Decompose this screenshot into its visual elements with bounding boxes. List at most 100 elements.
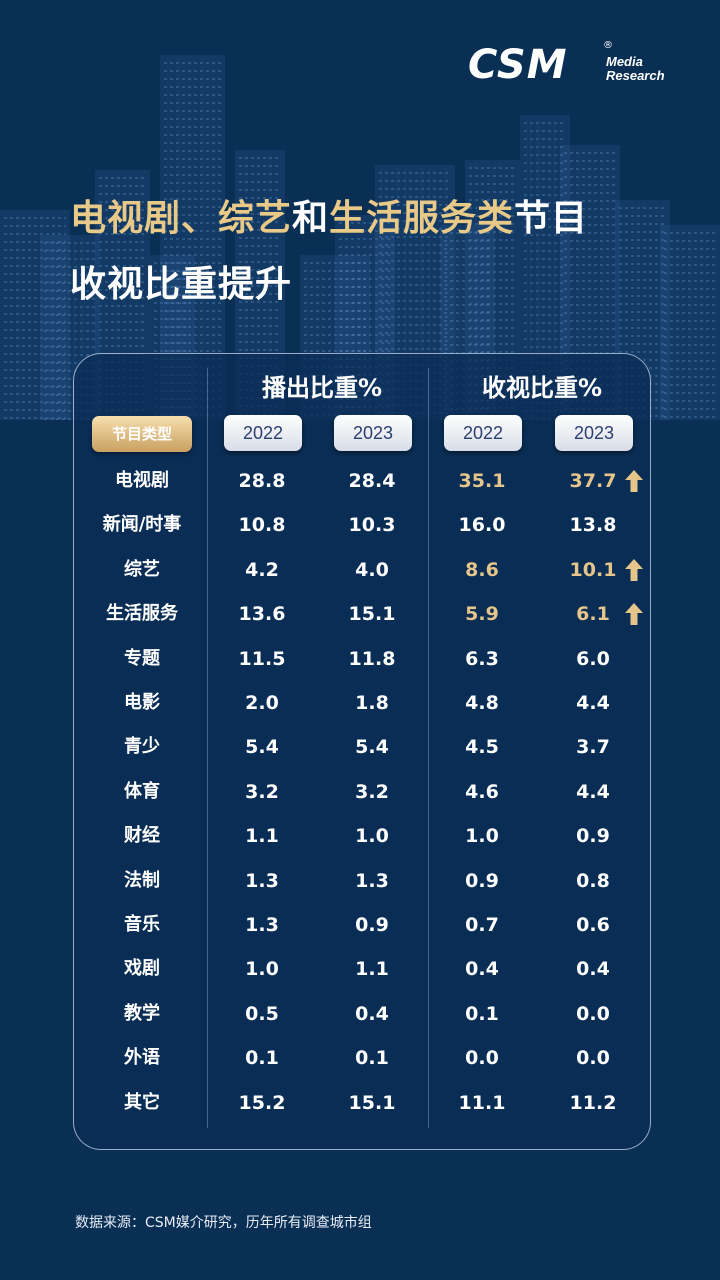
table-row: 财经 1.1 1.0 1.0 0.9 bbox=[0, 821, 720, 865]
year-chip-viewing-2023: 2023 bbox=[555, 415, 633, 451]
category-label: 法制 bbox=[124, 869, 160, 891]
value-cell: 1.0 bbox=[245, 958, 279, 981]
table-row: 戏剧 1.0 1.1 0.4 0.4 bbox=[0, 954, 720, 998]
year-chip-viewing-2022: 2022 bbox=[444, 415, 522, 451]
category-label: 教学 bbox=[124, 1002, 160, 1024]
value-cell: 0.7 bbox=[465, 914, 499, 936]
value-cell: 15.2 bbox=[238, 1091, 286, 1114]
data-table-panel bbox=[73, 353, 651, 1150]
value-cell: 1.3 bbox=[245, 869, 279, 892]
value-cell: 28.8 bbox=[238, 470, 286, 492]
value-cell: 1.3 bbox=[245, 914, 279, 936]
program-type-label: 节目类型 bbox=[92, 416, 192, 452]
value-cell: 16.0 bbox=[458, 514, 506, 537]
value-cell: 11.1 bbox=[458, 1091, 506, 1114]
page-title-line-2: 收视比重提升 bbox=[70, 264, 293, 305]
logo-research: Research bbox=[606, 68, 665, 83]
table-row: 生活服务 13.6 15.1 5.9 6.1 bbox=[0, 599, 720, 643]
title-segment: 电视剧、综艺 bbox=[70, 198, 293, 239]
title-segment: 节目 bbox=[514, 198, 589, 239]
value-cell: 28.4 bbox=[348, 470, 396, 492]
value-cell: 0.4 bbox=[576, 958, 610, 981]
table-row: 法制 1.3 1.3 0.9 0.8 bbox=[0, 866, 720, 910]
category-label: 戏剧 bbox=[124, 958, 160, 980]
value-cell: 37.7 bbox=[569, 470, 617, 492]
value-cell: 3.7 bbox=[576, 736, 610, 759]
logo-text: CSM bbox=[468, 42, 568, 88]
category-label: 生活服务 bbox=[106, 603, 178, 625]
value-cell: 2.0 bbox=[245, 692, 279, 714]
table-row: 教学 0.5 0.4 0.1 0.0 bbox=[0, 999, 720, 1043]
value-cell: 1.1 bbox=[245, 825, 279, 848]
value-cell: 11.8 bbox=[348, 647, 396, 670]
value-cell: 0.9 bbox=[355, 914, 389, 936]
value-cell: 1.0 bbox=[465, 825, 499, 848]
category-label: 新闻/时事 bbox=[102, 514, 182, 536]
value-cell: 10.1 bbox=[569, 558, 617, 581]
broadcast-share-header: 播出比重% bbox=[261, 374, 383, 402]
value-cell: 4.5 bbox=[465, 736, 499, 759]
value-cell: 0.1 bbox=[465, 1002, 499, 1025]
page-title-line-1: 电视剧、综艺和生活服务类节目 bbox=[70, 196, 588, 242]
value-cell: 4.2 bbox=[245, 558, 279, 581]
up-arrow-icon bbox=[625, 558, 643, 581]
value-cell: 15.1 bbox=[348, 1091, 396, 1114]
value-cell: 3.2 bbox=[245, 780, 279, 803]
value-cell: 10.3 bbox=[348, 514, 396, 537]
value-cell: 0.6 bbox=[576, 914, 610, 936]
title-segment: 和 bbox=[292, 198, 330, 239]
value-cell: 0.1 bbox=[355, 1047, 389, 1070]
value-cell: 4.0 bbox=[355, 558, 389, 581]
category-label: 外语 bbox=[124, 1047, 160, 1069]
data-source-note: 数据来源：CSM媒介研究，历年所有调查城市组 bbox=[75, 1215, 372, 1231]
category-label: 音乐 bbox=[124, 914, 160, 935]
table-row: 音乐 1.3 0.9 0.7 0.6 bbox=[0, 910, 720, 954]
value-cell: 0.9 bbox=[465, 869, 499, 892]
value-cell: 4.4 bbox=[576, 780, 610, 803]
value-cell: 6.1 bbox=[576, 603, 610, 626]
logo-media: Media bbox=[606, 54, 643, 69]
value-cell: 0.0 bbox=[576, 1002, 610, 1025]
table-row: 综艺 4.2 4.0 8.6 10.1 bbox=[0, 555, 720, 599]
year-chip-broadcast-2023: 2023 bbox=[334, 415, 412, 451]
value-cell: 4.4 bbox=[576, 692, 610, 714]
value-cell: 6.3 bbox=[465, 647, 499, 670]
category-label: 专题 bbox=[124, 647, 160, 669]
value-cell: 1.8 bbox=[355, 692, 389, 714]
building-shape bbox=[660, 225, 720, 420]
value-cell: 1.0 bbox=[355, 825, 389, 848]
year-chip-broadcast-2022: 2022 bbox=[224, 415, 302, 451]
value-cell: 11.2 bbox=[569, 1091, 617, 1114]
value-cell: 8.6 bbox=[465, 558, 499, 581]
registered-mark: ® bbox=[603, 40, 613, 51]
category-label: 电视剧 bbox=[115, 470, 169, 491]
column-divider bbox=[207, 368, 208, 1128]
table-row: 电视剧 28.8 28.4 35.1 37.7 bbox=[0, 466, 720, 510]
value-cell: 0.0 bbox=[576, 1047, 610, 1070]
value-cell: 11.5 bbox=[238, 647, 286, 670]
value-cell: 0.1 bbox=[245, 1047, 279, 1070]
value-cell: 0.9 bbox=[576, 825, 610, 848]
value-cell: 13.6 bbox=[238, 603, 286, 626]
building-shape bbox=[0, 210, 70, 420]
value-cell: 5.4 bbox=[355, 736, 389, 759]
value-cell: 4.6 bbox=[465, 780, 499, 803]
value-cell: 0.5 bbox=[245, 1002, 279, 1025]
value-cell: 10.8 bbox=[238, 514, 286, 537]
category-label: 电影 bbox=[124, 692, 160, 713]
category-label: 综艺 bbox=[124, 558, 160, 580]
value-cell: 0.8 bbox=[576, 869, 610, 892]
value-cell: 5.4 bbox=[245, 736, 279, 759]
value-cell: 6.0 bbox=[576, 647, 610, 670]
column-divider bbox=[428, 368, 429, 1128]
value-cell: 1.1 bbox=[355, 958, 389, 981]
category-label: 财经 bbox=[124, 825, 160, 847]
category-label: 青少 bbox=[124, 736, 160, 758]
csm-logo: CSM ® Media Research bbox=[468, 40, 678, 90]
value-cell: 0.4 bbox=[465, 958, 499, 981]
value-cell: 15.1 bbox=[348, 603, 396, 626]
table-row: 其它 15.2 15.1 11.1 11.2 bbox=[0, 1088, 720, 1132]
value-cell: 35.1 bbox=[458, 470, 506, 492]
table-row: 体育 3.2 3.2 4.6 4.4 bbox=[0, 777, 720, 821]
viewing-share-header: 收视比重% bbox=[481, 374, 603, 402]
